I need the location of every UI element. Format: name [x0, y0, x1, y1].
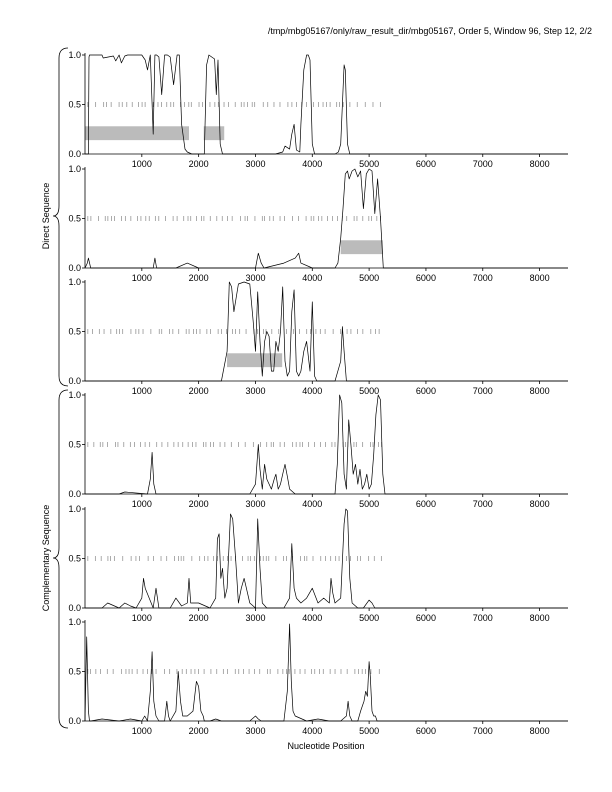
x-tick-label: 7000	[473, 273, 493, 283]
x-tick-label: 6000	[416, 273, 436, 283]
x-tick-label: 8000	[530, 499, 550, 509]
y-tick-label: 0.5	[68, 327, 81, 337]
panel-frame-3: 0.0 0.5 1.0 1000 2000 3000 4000 5000 6000 7000 800…	[68, 277, 568, 396]
y-tick-label: 1.0	[68, 50, 81, 60]
x-tick-label: 5000	[359, 726, 379, 736]
x-tick-label: 1000	[132, 159, 152, 169]
orf-bar	[203, 126, 225, 141]
y-tick-label: 1.0	[68, 164, 81, 174]
x-tick-label: 2000	[189, 386, 209, 396]
x-tick-label: 1000	[132, 386, 152, 396]
direct-brace	[52, 47, 69, 387]
x-tick-label: 2000	[189, 273, 209, 283]
x-tick-label: 2000	[189, 726, 209, 736]
x-tick-label: 8000	[530, 386, 550, 396]
x-tick-label: 8000	[530, 159, 550, 169]
x-tick-label: 3000	[245, 726, 265, 736]
panel-frame-2: 0.0 0.5 1.0 1000 2000 3000 4000 5000 6000 7000 800…	[68, 164, 568, 283]
y-tick-label: 0.5	[68, 214, 81, 224]
panel-frame-4: 0.0 0.5 1.0 1000 2000 3000 4000 5000 6000 7000 800…	[68, 390, 568, 509]
x-tick-label: 5000	[359, 613, 379, 623]
x-tick-label: 6000	[416, 386, 436, 396]
panel-frame-1: 0.0 0.5 1.0 1000 2000 3000 4000 5000 6000 7000 800…	[68, 50, 568, 169]
x-tick-label: 1000	[132, 499, 152, 509]
x-tick-label: 4000	[302, 613, 322, 623]
x-tick-label: 6000	[416, 613, 436, 623]
orf-bar	[340, 240, 383, 255]
panel-frame-6: 0.0 0.5 1.0 1000 2000 3000 4000 5000 6000 7000 800…	[68, 617, 568, 736]
x-tick-label: 1000	[132, 613, 152, 623]
x-tick-label: 7000	[473, 726, 493, 736]
x-tick-label: 3000	[245, 613, 265, 623]
x-tick-label: 3000	[245, 386, 265, 396]
y-tick-label: 0.0	[68, 489, 81, 499]
coding-potential-line	[85, 54, 568, 155]
orf-bar	[227, 353, 283, 368]
y-tick-label: 0.0	[68, 376, 81, 386]
x-tick-label: 2000	[189, 159, 209, 169]
x-tick-label: 8000	[530, 726, 550, 736]
y-tick-label: 0.5	[68, 667, 81, 677]
coding-potential-line	[85, 508, 568, 609]
x-tick-label: 1000	[132, 273, 152, 283]
coding-potential-line	[85, 281, 568, 382]
x-tick-label: 8000	[530, 613, 550, 623]
y-tick-label: 1.0	[68, 504, 81, 514]
y-tick-label: 1.0	[68, 617, 81, 627]
x-tick-label: 6000	[416, 499, 436, 509]
page-title: /tmp/mbg05167/only/raw_result_dir/mbg051…	[267, 26, 592, 36]
x-tick-label: 4000	[302, 273, 322, 283]
group-label-complementary: Complementary Sequence	[41, 505, 51, 612]
x-tick-label: 6000	[416, 726, 436, 736]
labels-layer: Direct Sequence Complementary Sequence N…	[41, 47, 365, 751]
x-tick-label: 6000	[416, 159, 436, 169]
y-tick-label: 0.0	[68, 716, 81, 726]
y-tick-label: 0.0	[68, 263, 81, 273]
group-label-direct: Direct Sequence	[41, 183, 51, 250]
x-tick-label: 3000	[245, 499, 265, 509]
x-tick-label: 8000	[530, 273, 550, 283]
panels-layer: 0.0 0.5 1.0 1000 2000 3000 4000 5000 6000 7000 800…	[68, 50, 568, 736]
x-tick-label: 4000	[302, 499, 322, 509]
x-tick-label: 1000	[132, 726, 152, 736]
x-tick-label: 7000	[473, 499, 493, 509]
y-tick-label: 0.5	[68, 440, 81, 450]
coding-potential-line	[84, 168, 568, 269]
x-tick-label: 4000	[302, 159, 322, 169]
y-tick-label: 0.5	[68, 554, 81, 564]
x-tick-label: 4000	[302, 386, 322, 396]
y-tick-label: 0.0	[68, 149, 81, 159]
y-tick-label: 1.0	[68, 390, 81, 400]
y-tick-label: 0.0	[68, 603, 81, 613]
orf-bar	[85, 126, 189, 141]
x-tick-label: 3000	[245, 159, 265, 169]
y-tick-label: 1.0	[68, 277, 81, 287]
x-tick-label: 4000	[302, 726, 322, 736]
x-tick-label: 5000	[359, 499, 379, 509]
x-tick-label: 7000	[473, 386, 493, 396]
x-tick-label: 7000	[473, 613, 493, 623]
y-tick-label: 0.5	[68, 100, 81, 110]
x-axis-label: Nucleotide Position	[287, 741, 364, 751]
coding-potential-line	[85, 394, 568, 495]
x-tick-label: 2000	[189, 499, 209, 509]
x-tick-label: 5000	[359, 273, 379, 283]
complementary-brace	[52, 389, 69, 729]
x-tick-label: 7000	[473, 159, 493, 169]
x-tick-label: 3000	[245, 273, 265, 283]
coding-potential-line	[84, 623, 568, 722]
x-tick-label: 2000	[189, 613, 209, 623]
x-tick-label: 5000	[359, 386, 379, 396]
panel-frame-5: 0.0 0.5 1.0 1000 2000 3000 4000 5000 6000 7000 800…	[68, 504, 568, 623]
x-tick-label: 5000	[359, 159, 379, 169]
